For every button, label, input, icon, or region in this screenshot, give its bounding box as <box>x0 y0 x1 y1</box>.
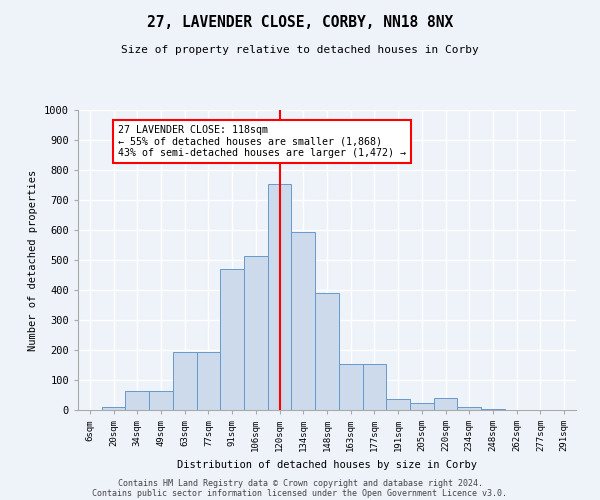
Bar <box>457 407 481 410</box>
Bar <box>125 391 149 410</box>
Bar <box>434 398 457 410</box>
Text: 27 LAVENDER CLOSE: 118sqm
← 55% of detached houses are smaller (1,868)
43% of se: 27 LAVENDER CLOSE: 118sqm ← 55% of detac… <box>118 125 406 158</box>
Text: Size of property relative to detached houses in Corby: Size of property relative to detached ho… <box>121 45 479 55</box>
Bar <box>173 352 197 410</box>
Bar <box>220 269 244 410</box>
Bar <box>292 232 315 410</box>
Bar <box>481 409 505 410</box>
Bar <box>339 364 362 410</box>
Y-axis label: Number of detached properties: Number of detached properties <box>28 170 38 350</box>
Text: Contains HM Land Registry data © Crown copyright and database right 2024.: Contains HM Land Registry data © Crown c… <box>118 478 482 488</box>
Bar <box>149 391 173 410</box>
Bar <box>362 364 386 410</box>
Text: 27, LAVENDER CLOSE, CORBY, NN18 8NX: 27, LAVENDER CLOSE, CORBY, NN18 8NX <box>147 15 453 30</box>
Bar <box>268 184 292 410</box>
Text: Contains public sector information licensed under the Open Government Licence v3: Contains public sector information licen… <box>92 488 508 498</box>
Bar <box>244 256 268 410</box>
X-axis label: Distribution of detached houses by size in Corby: Distribution of detached houses by size … <box>177 460 477 469</box>
Bar <box>102 407 125 410</box>
Bar <box>315 293 339 410</box>
Bar <box>386 399 410 410</box>
Bar <box>410 404 434 410</box>
Bar <box>197 352 220 410</box>
